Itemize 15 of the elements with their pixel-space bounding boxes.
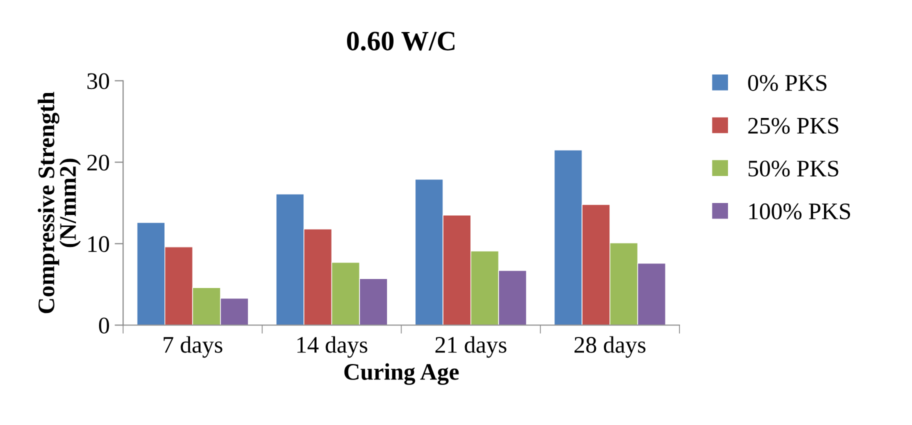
y-tick-label: 20 <box>87 154 110 171</box>
x-tick-label: 7 days <box>164 336 222 358</box>
y-tick-label: 0 <box>99 318 110 334</box>
y-axis-title: Compressive Strength (N/mm2) <box>38 92 81 314</box>
legend-label: 0% PKS <box>748 75 826 92</box>
chart-title: 0.60 W/C <box>347 32 454 51</box>
legend-label: 25% PKS <box>748 118 838 134</box>
x-tick-label: 14 days <box>297 336 368 358</box>
legend-label: 50% PKS <box>748 160 838 177</box>
y-tick-label: 30 <box>87 73 110 90</box>
y-tick-label: 10 <box>88 236 110 252</box>
x-tick-label: 28 days <box>574 336 646 358</box>
x-axis-title: Curing Age <box>344 363 459 385</box>
legend-label: 100% PKS <box>749 203 850 220</box>
x-tick-label: 21 days <box>435 336 506 358</box>
